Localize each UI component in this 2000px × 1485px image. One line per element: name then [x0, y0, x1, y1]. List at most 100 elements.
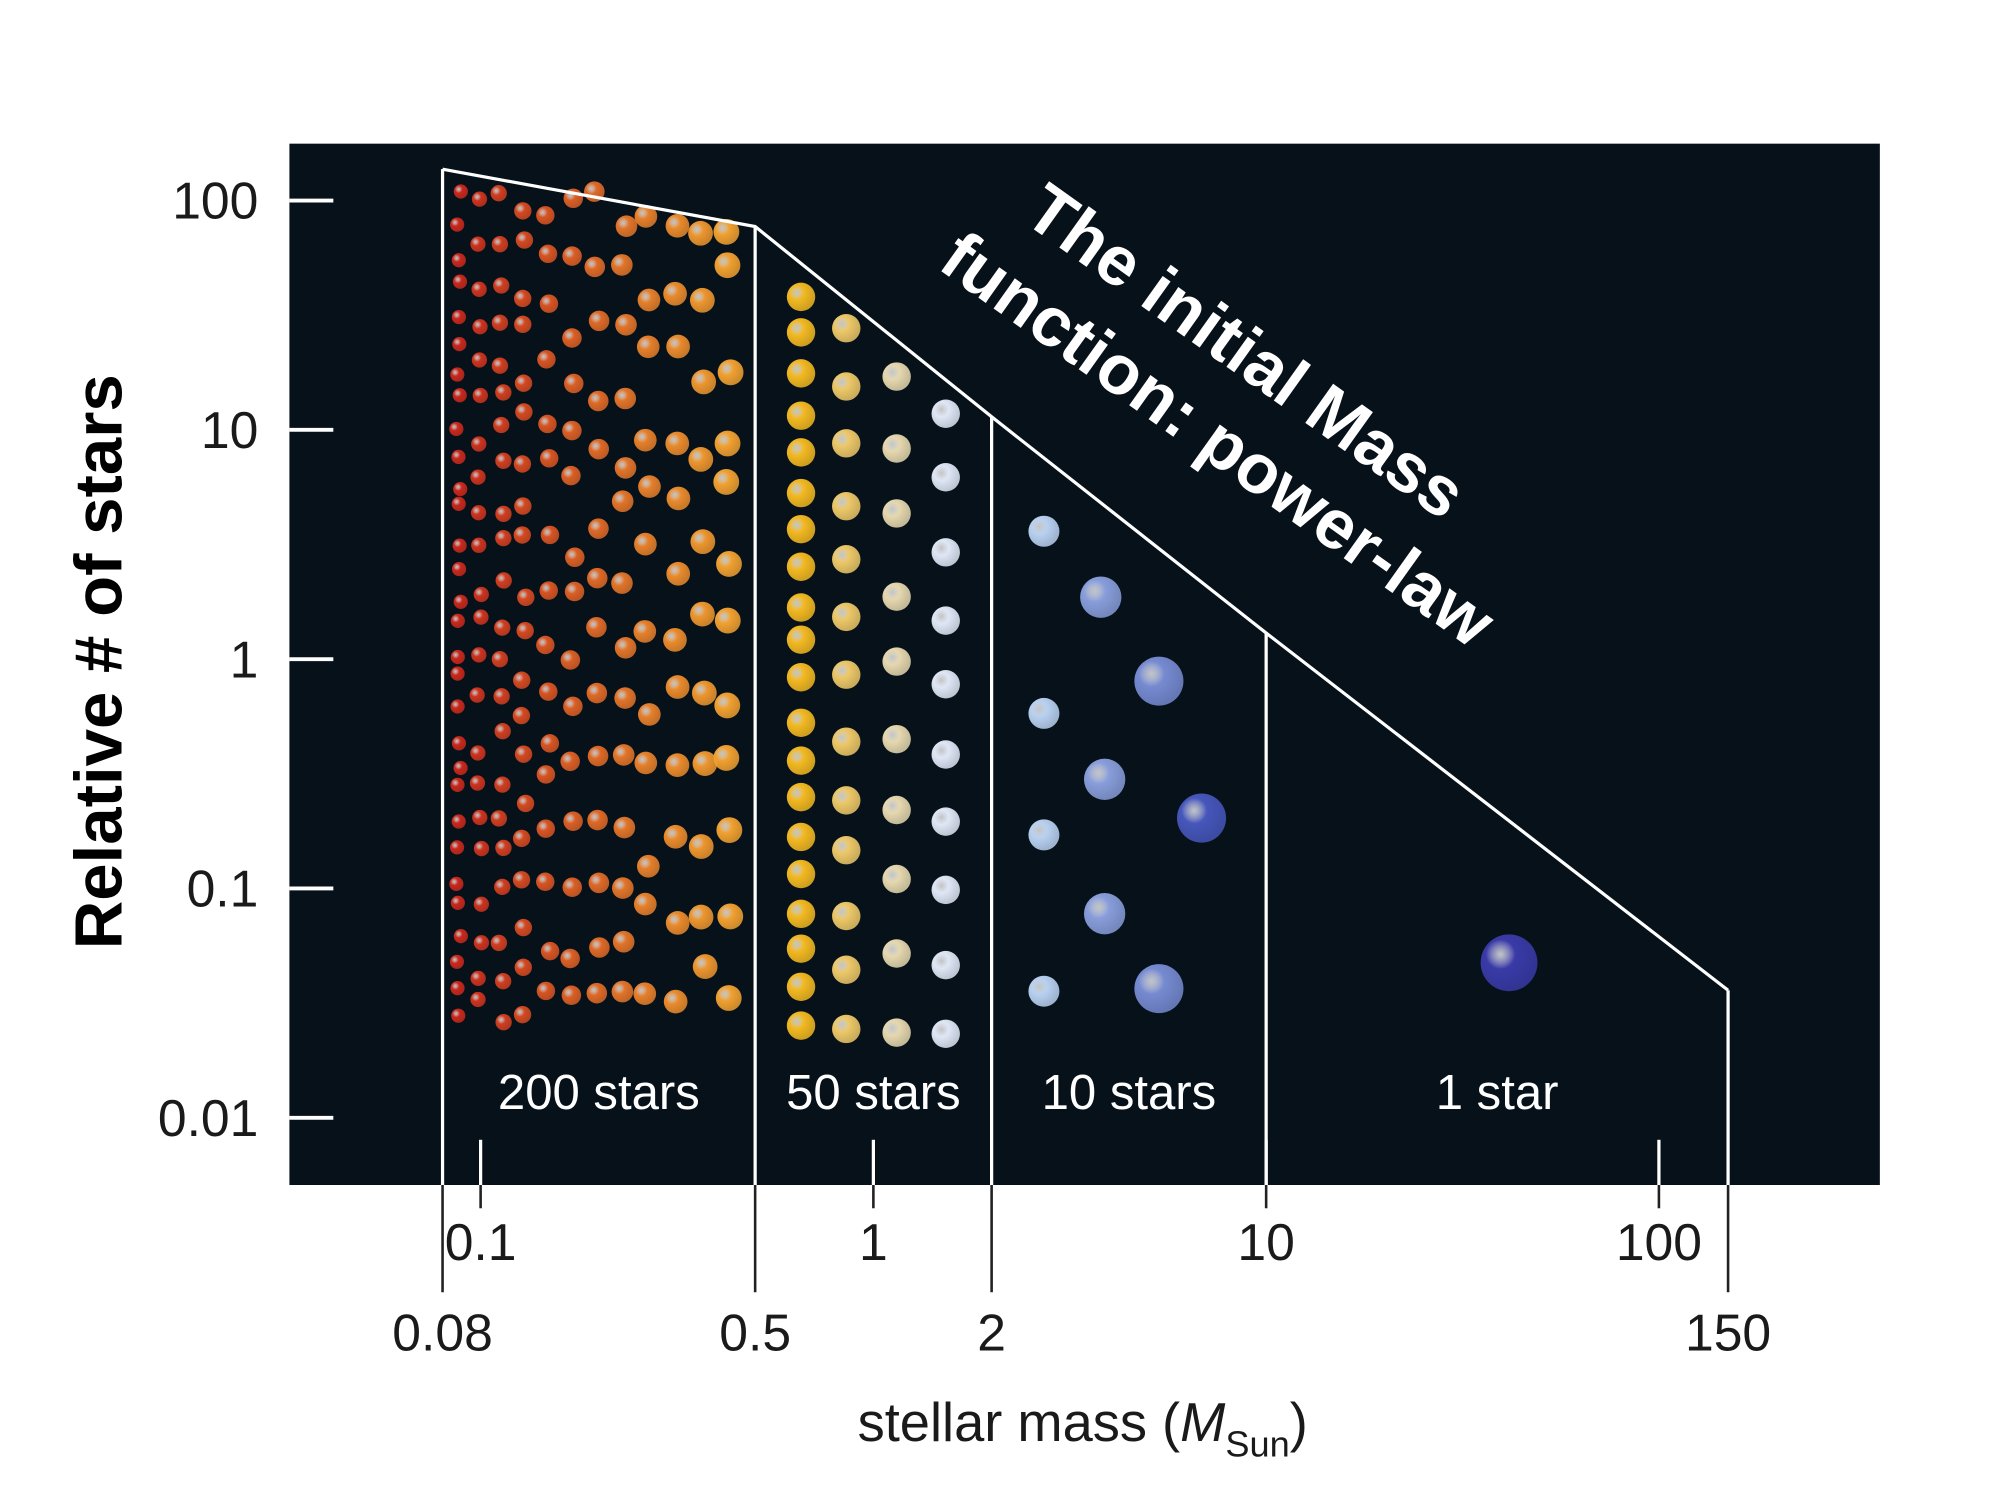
star [450, 777, 465, 792]
star [495, 572, 512, 589]
star [493, 416, 510, 434]
star [491, 651, 509, 668]
star [514, 374, 533, 392]
star [688, 220, 713, 246]
star [786, 972, 816, 1002]
star [584, 256, 606, 278]
star [470, 991, 486, 1008]
star [638, 703, 661, 726]
star [517, 588, 535, 606]
star [490, 185, 507, 202]
star [539, 294, 559, 313]
star [516, 794, 535, 813]
y-tick-label: 10 [201, 401, 258, 459]
star [786, 401, 816, 430]
bin-label: 200 stars [498, 1066, 700, 1120]
star [470, 236, 486, 252]
star [560, 751, 580, 772]
star [636, 335, 660, 359]
star [451, 496, 466, 511]
star [832, 492, 861, 521]
star [690, 529, 716, 555]
star [514, 202, 532, 220]
star [611, 980, 634, 1003]
star [473, 609, 489, 625]
star [614, 387, 637, 410]
star [589, 937, 610, 958]
star [471, 352, 488, 368]
star [451, 253, 466, 268]
star [786, 438, 816, 467]
stars-layer [449, 181, 1538, 1049]
star [786, 478, 816, 508]
star [539, 449, 559, 468]
star [494, 878, 511, 896]
star [615, 215, 638, 237]
star [470, 469, 486, 485]
star [666, 486, 691, 511]
star [588, 872, 610, 894]
star [536, 872, 555, 891]
star [471, 436, 487, 452]
star [471, 647, 487, 663]
star [565, 547, 585, 568]
star [663, 628, 687, 652]
star [564, 581, 585, 602]
star [882, 499, 911, 528]
star [453, 594, 468, 609]
star [717, 903, 744, 930]
star [637, 288, 661, 312]
star [786, 625, 816, 654]
y-axis-label: Relative # of stars [61, 374, 136, 949]
star [514, 289, 532, 308]
star [562, 877, 582, 898]
star [495, 1014, 512, 1031]
star [612, 744, 635, 766]
star [1134, 656, 1184, 706]
x-boundary-label: 0.5 [719, 1303, 791, 1361]
x-axis-label-close: ) [1290, 1393, 1308, 1453]
star [450, 699, 465, 714]
star [690, 601, 715, 627]
star [562, 420, 582, 441]
star [931, 538, 960, 567]
star [536, 981, 556, 1001]
star [633, 892, 657, 916]
star [473, 935, 490, 951]
star [471, 191, 488, 207]
star [453, 482, 468, 497]
star [563, 696, 583, 717]
x-tick-label: 1 [859, 1213, 888, 1271]
star [539, 682, 558, 701]
star [453, 760, 468, 776]
star [611, 254, 633, 276]
star [665, 675, 690, 699]
star [636, 854, 660, 878]
star [786, 318, 816, 347]
star [563, 811, 583, 832]
star [450, 666, 465, 681]
star [882, 724, 911, 754]
star [688, 447, 714, 472]
star [614, 687, 636, 709]
star [469, 687, 485, 703]
star [495, 452, 512, 469]
star [786, 859, 816, 889]
star [832, 1014, 861, 1044]
star [786, 1011, 816, 1040]
star [514, 745, 533, 763]
star [449, 840, 465, 855]
star [512, 871, 531, 889]
star [450, 981, 465, 996]
star [493, 277, 510, 294]
star [786, 663, 816, 692]
star [450, 613, 465, 628]
star [716, 551, 742, 577]
star [634, 751, 658, 775]
star [495, 839, 512, 857]
star [538, 414, 557, 434]
star [665, 911, 690, 935]
star [832, 545, 861, 574]
star [587, 745, 609, 767]
